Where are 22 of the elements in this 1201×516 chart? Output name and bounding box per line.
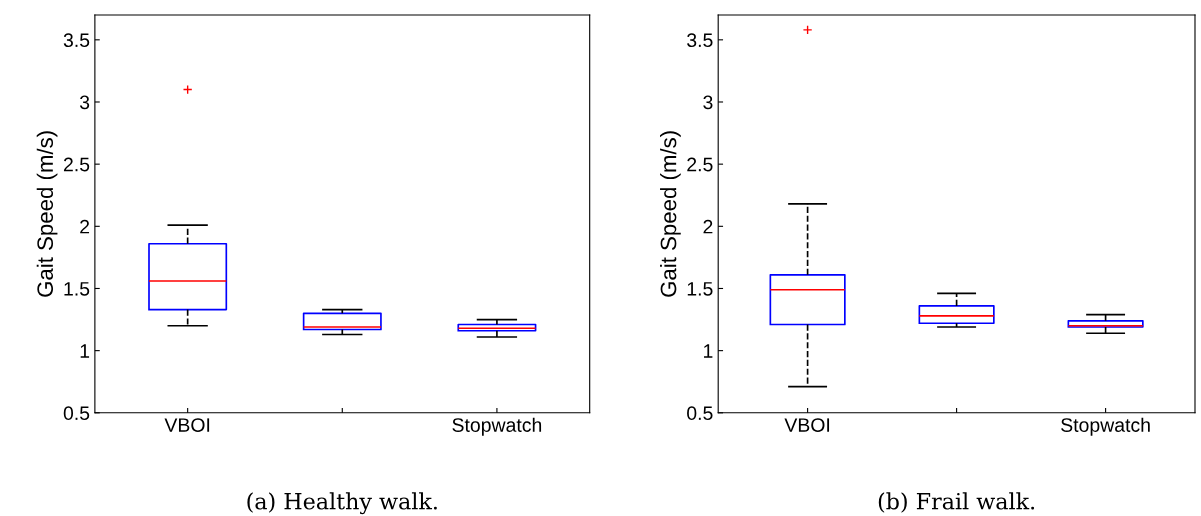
y-tick-label: 0.5 [63,406,90,421]
y-tick-label: 3.5 [687,33,713,48]
x-tick-label: VBOI [784,418,830,432]
text: (a) Healthy walk. [247,492,437,515]
y-tick-label: 1 [80,344,90,358]
y-tick-label: 2.5 [63,157,90,172]
y-tick-label: 1 [704,344,713,358]
text: (b) Frail walk. [878,492,1035,513]
y-tick-label: 2 [703,219,713,234]
x-tick-label: Stopwatch [452,417,542,436]
y-axis-title: Gait Speed (m/s) [660,131,681,297]
x-tick-label: VBOI [164,418,210,432]
y-tick-label: 3.5 [63,33,90,48]
y-tick-label: 3 [703,95,713,110]
x-tick-label: Stopwatch [1061,417,1150,436]
y-tick-label: 1.5 [64,282,90,296]
y-tick-label: 0.5 [687,406,713,421]
y-tick-label: 1.5 [687,282,713,296]
y-tick-label: 2.5 [687,157,713,172]
y-axis-title: Gait Speed (m/s) [36,131,58,297]
y-tick-label: 3 [79,95,90,110]
y-tick-label: 2 [80,219,90,234]
